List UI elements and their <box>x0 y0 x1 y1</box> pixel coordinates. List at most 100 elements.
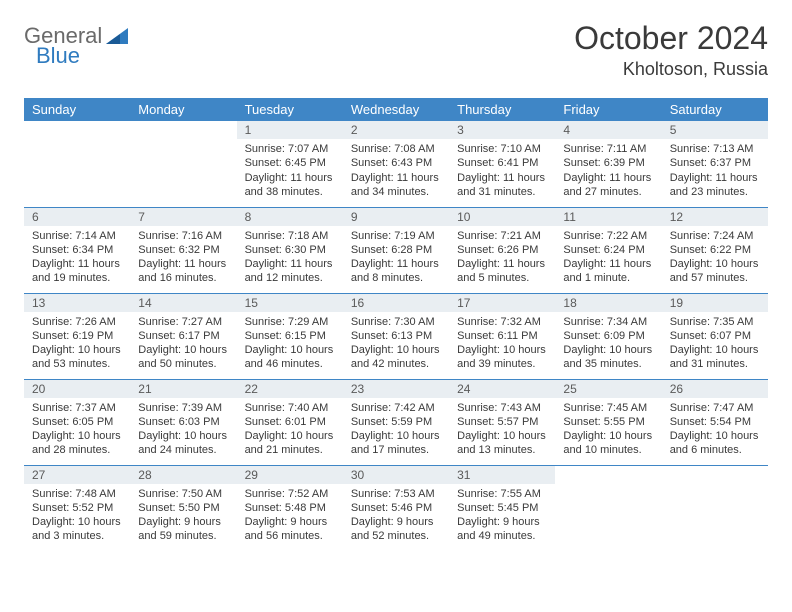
day-header: Friday <box>555 98 661 121</box>
day-details: Sunrise: 7:27 AMSunset: 6:17 PMDaylight:… <box>130 312 236 376</box>
calendar-day-cell: 19Sunrise: 7:35 AMSunset: 6:07 PMDayligh… <box>662 293 768 379</box>
calendar-day-cell <box>555 465 661 551</box>
sunset-line: Sunset: 5:45 PM <box>457 501 547 515</box>
calendar-day-cell: 15Sunrise: 7:29 AMSunset: 6:15 PMDayligh… <box>237 293 343 379</box>
page-header: General Blue October 2024 Kholtoson, Rus… <box>24 20 768 80</box>
calendar-day-cell: 16Sunrise: 7:30 AMSunset: 6:13 PMDayligh… <box>343 293 449 379</box>
sunrise-line: Sunrise: 7:24 AM <box>670 229 760 243</box>
sunrise-line: Sunrise: 7:53 AM <box>351 487 441 501</box>
daylight-line: Daylight: 11 hours and 12 minutes. <box>245 257 335 286</box>
day-number: 27 <box>24 466 130 484</box>
calendar-day-cell: 7Sunrise: 7:16 AMSunset: 6:32 PMDaylight… <box>130 207 236 293</box>
sunrise-line: Sunrise: 7:39 AM <box>138 401 228 415</box>
day-details: Sunrise: 7:32 AMSunset: 6:11 PMDaylight:… <box>449 312 555 376</box>
calendar-day-cell: 9Sunrise: 7:19 AMSunset: 6:28 PMDaylight… <box>343 207 449 293</box>
day-details: Sunrise: 7:50 AMSunset: 5:50 PMDaylight:… <box>130 484 236 548</box>
sunrise-line: Sunrise: 7:26 AM <box>32 315 122 329</box>
calendar-day-cell: 24Sunrise: 7:43 AMSunset: 5:57 PMDayligh… <box>449 379 555 465</box>
daylight-line: Daylight: 11 hours and 5 minutes. <box>457 257 547 286</box>
daylight-line: Daylight: 11 hours and 23 minutes. <box>670 171 760 200</box>
sunrise-line: Sunrise: 7:27 AM <box>138 315 228 329</box>
day-details: Sunrise: 7:11 AMSunset: 6:39 PMDaylight:… <box>555 139 661 203</box>
sunset-line: Sunset: 5:46 PM <box>351 501 441 515</box>
calendar-day-cell: 4Sunrise: 7:11 AMSunset: 6:39 PMDaylight… <box>555 121 661 207</box>
calendar-table: SundayMondayTuesdayWednesdayThursdayFrid… <box>24 98 768 551</box>
day-details: Sunrise: 7:48 AMSunset: 5:52 PMDaylight:… <box>24 484 130 548</box>
day-number: 13 <box>24 294 130 312</box>
daylight-line: Daylight: 9 hours and 52 minutes. <box>351 515 441 544</box>
sunset-line: Sunset: 6:41 PM <box>457 156 547 170</box>
day-details: Sunrise: 7:29 AMSunset: 6:15 PMDaylight:… <box>237 312 343 376</box>
day-number: 14 <box>130 294 236 312</box>
day-header: Thursday <box>449 98 555 121</box>
calendar-day-cell: 29Sunrise: 7:52 AMSunset: 5:48 PMDayligh… <box>237 465 343 551</box>
sunrise-line: Sunrise: 7:11 AM <box>563 142 653 156</box>
calendar-day-cell: 1Sunrise: 7:07 AMSunset: 6:45 PMDaylight… <box>237 121 343 207</box>
sunset-line: Sunset: 6:26 PM <box>457 243 547 257</box>
day-number: 7 <box>130 208 236 226</box>
calendar-day-cell: 21Sunrise: 7:39 AMSunset: 6:03 PMDayligh… <box>130 379 236 465</box>
daylight-line: Daylight: 10 hours and 28 minutes. <box>32 429 122 458</box>
sunset-line: Sunset: 5:54 PM <box>670 415 760 429</box>
day-number: 30 <box>343 466 449 484</box>
calendar-day-cell <box>662 465 768 551</box>
daylight-line: Daylight: 10 hours and 53 minutes. <box>32 343 122 372</box>
sunset-line: Sunset: 5:55 PM <box>563 415 653 429</box>
day-number: 12 <box>662 208 768 226</box>
sunrise-line: Sunrise: 7:35 AM <box>670 315 760 329</box>
sunset-line: Sunset: 6:09 PM <box>563 329 653 343</box>
sunset-line: Sunset: 6:13 PM <box>351 329 441 343</box>
page-title: October 2024 <box>574 20 768 57</box>
sunrise-line: Sunrise: 7:32 AM <box>457 315 547 329</box>
day-details: Sunrise: 7:37 AMSunset: 6:05 PMDaylight:… <box>24 398 130 462</box>
daylight-line: Daylight: 11 hours and 8 minutes. <box>351 257 441 286</box>
sunrise-line: Sunrise: 7:52 AM <box>245 487 335 501</box>
day-details: Sunrise: 7:55 AMSunset: 5:45 PMDaylight:… <box>449 484 555 548</box>
sunset-line: Sunset: 6:37 PM <box>670 156 760 170</box>
day-number: 25 <box>555 380 661 398</box>
day-details: Sunrise: 7:08 AMSunset: 6:43 PMDaylight:… <box>343 139 449 203</box>
sunset-line: Sunset: 6:28 PM <box>351 243 441 257</box>
day-details: Sunrise: 7:30 AMSunset: 6:13 PMDaylight:… <box>343 312 449 376</box>
calendar-day-cell: 31Sunrise: 7:55 AMSunset: 5:45 PMDayligh… <box>449 465 555 551</box>
sunset-line: Sunset: 6:19 PM <box>32 329 122 343</box>
sunset-line: Sunset: 6:24 PM <box>563 243 653 257</box>
sunset-line: Sunset: 6:30 PM <box>245 243 335 257</box>
sunrise-line: Sunrise: 7:47 AM <box>670 401 760 415</box>
calendar-day-cell: 5Sunrise: 7:13 AMSunset: 6:37 PMDaylight… <box>662 121 768 207</box>
day-number: 3 <box>449 121 555 139</box>
daylight-line: Daylight: 10 hours and 10 minutes. <box>563 429 653 458</box>
daylight-line: Daylight: 10 hours and 50 minutes. <box>138 343 228 372</box>
day-number: 6 <box>24 208 130 226</box>
day-number: 26 <box>662 380 768 398</box>
sunset-line: Sunset: 6:05 PM <box>32 415 122 429</box>
day-header: Monday <box>130 98 236 121</box>
calendar-day-cell: 22Sunrise: 7:40 AMSunset: 6:01 PMDayligh… <box>237 379 343 465</box>
calendar-day-cell: 10 Sunrise: 7:21 AMSunset: 6:26 PMDayligh… <box>449 207 555 293</box>
calendar-week-row: 20Sunrise: 7:37 AMSunset: 6:05 PMDayligh… <box>24 379 768 465</box>
day-number: 5 <box>662 121 768 139</box>
day-details: Sunrise: 7:16 AMSunset: 6:32 PMDaylight:… <box>130 226 236 290</box>
daylight-line: Daylight: 10 hours and 57 minutes. <box>670 257 760 286</box>
sunrise-line: Sunrise: 7:19 AM <box>351 229 441 243</box>
day-details: Sunrise: 7:19 AMSunset: 6:28 PMDaylight:… <box>343 226 449 290</box>
day-number: 17 <box>449 294 555 312</box>
calendar-day-cell: 8Sunrise: 7:18 AMSunset: 6:30 PMDaylight… <box>237 207 343 293</box>
day-number: 11 <box>555 208 661 226</box>
day-details: Sunrise: 7:14 AMSunset: 6:34 PMDaylight:… <box>24 226 130 290</box>
logo-mark-icon <box>106 26 132 53</box>
sunset-line: Sunset: 6:39 PM <box>563 156 653 170</box>
calendar-day-cell: 27Sunrise: 7:48 AMSunset: 5:52 PMDayligh… <box>24 465 130 551</box>
sunset-line: Sunset: 6:11 PM <box>457 329 547 343</box>
sunrise-line: Sunrise: 7:21 AM <box>457 229 547 243</box>
sunset-line: Sunset: 5:59 PM <box>351 415 441 429</box>
day-header: Saturday <box>662 98 768 121</box>
daylight-line: Daylight: 11 hours and 34 minutes. <box>351 171 441 200</box>
calendar-day-cell: 12Sunrise: 7:24 AMSunset: 6:22 PMDayligh… <box>662 207 768 293</box>
sunrise-line: Sunrise: 7:40 AM <box>245 401 335 415</box>
day-number: 10 <box>449 208 555 226</box>
sunrise-line: Sunrise: 7:07 AM <box>245 142 335 156</box>
day-details: Sunrise: 7:43 AMSunset: 5:57 PMDaylight:… <box>449 398 555 462</box>
calendar-day-cell: 28Sunrise: 7:50 AMSunset: 5:50 PMDayligh… <box>130 465 236 551</box>
sunset-line: Sunset: 6:43 PM <box>351 156 441 170</box>
